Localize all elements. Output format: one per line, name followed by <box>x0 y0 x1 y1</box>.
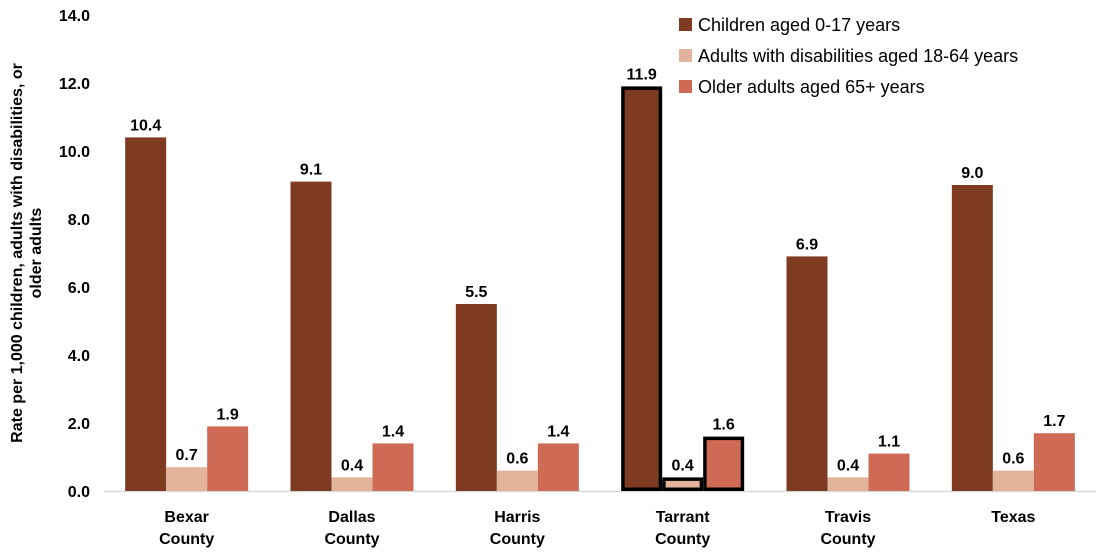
bar <box>455 304 497 491</box>
bar <box>992 470 1034 491</box>
bar <box>331 477 373 491</box>
y-tick-label: 2.0 <box>68 416 90 433</box>
y-axis-ticks: 0.0 2.0 4.0 6.0 8.0 10.0 12.0 14.0 <box>59 8 90 501</box>
data-label: 6.9 <box>796 236 818 253</box>
data-label: 0.6 <box>506 451 528 468</box>
data-label: 1.1 <box>878 434 900 451</box>
legend-swatch <box>679 18 692 31</box>
bar <box>125 137 167 491</box>
bar <box>290 181 332 491</box>
x-category-label: Texas <box>991 509 1035 526</box>
bar <box>868 453 910 491</box>
x-category-label: County <box>820 531 875 548</box>
bar <box>827 477 869 491</box>
data-label: 0.4 <box>837 457 859 474</box>
bar <box>207 426 249 491</box>
y-tick-label: 4.0 <box>68 348 90 365</box>
data-label: 1.4 <box>382 423 404 440</box>
data-label: 9.0 <box>961 165 983 182</box>
bar <box>496 470 538 491</box>
data-label: 9.1 <box>300 162 322 179</box>
data-label: 1.6 <box>713 417 735 434</box>
x-axis-category-labels: Bexar County Dallas County Harris County Tarra… <box>159 509 1035 548</box>
x-category-label: Dallas <box>328 509 375 526</box>
x-category-label: County <box>490 531 545 548</box>
bar <box>372 443 414 491</box>
legend-label: Adults with disabilities aged 18-64 year… <box>698 46 1018 66</box>
bars <box>125 86 1075 492</box>
y-tick-label: 10.0 <box>59 144 90 161</box>
legend-label: Older adults aged 65+ years <box>698 77 925 97</box>
y-tick-label: 0.0 <box>68 484 90 501</box>
data-label: 0.4 <box>341 457 363 474</box>
bar <box>703 436 745 492</box>
data-label: 5.5 <box>465 284 487 301</box>
x-category-label: Travis <box>825 509 871 526</box>
bar <box>166 467 208 491</box>
y-tick-label: 6.0 <box>68 280 90 297</box>
data-label: 0.4 <box>672 457 694 474</box>
y-axis-title-line: older adults <box>28 208 45 299</box>
y-tick-label: 14.0 <box>59 8 90 25</box>
x-category-label: Harris <box>494 509 540 526</box>
data-label: 1.4 <box>547 423 569 440</box>
data-labels: 10.4 0.7 1.9 9.1 0.4 1.4 5.5 0.6 1.4 11.9 0.4 1.6 6.… <box>130 66 1065 474</box>
y-axis-label: Rate per 1,000 children, adults with dis… <box>9 63 45 443</box>
legend: Children aged 0-17 years Adults with disa… <box>679 15 1018 97</box>
data-label: 1.9 <box>217 406 239 423</box>
bar <box>951 185 993 491</box>
bar <box>662 477 704 491</box>
y-tick-label: 12.0 <box>59 76 90 93</box>
data-label: 10.4 <box>130 117 161 134</box>
legend-swatch <box>679 49 692 62</box>
data-label: 0.6 <box>1002 451 1024 468</box>
y-tick-label: 8.0 <box>68 212 90 229</box>
bar <box>786 256 828 491</box>
data-label: 0.7 <box>176 447 198 464</box>
x-category-label: Bexar <box>164 509 208 526</box>
data-label: 1.7 <box>1043 413 1065 430</box>
legend-label: Children aged 0-17 years <box>698 15 900 35</box>
x-category-label: County <box>324 531 379 548</box>
data-label: 11.9 <box>627 66 657 83</box>
bar <box>621 86 663 492</box>
y-axis-title-line: Rate per 1,000 children, adults with dis… <box>9 63 26 443</box>
x-category-label: Tarrant <box>656 509 711 526</box>
x-category-label: County <box>655 531 710 548</box>
bar <box>1033 433 1075 491</box>
legend-swatch <box>679 80 692 93</box>
x-category-label: County <box>159 531 214 548</box>
bar <box>537 443 579 491</box>
